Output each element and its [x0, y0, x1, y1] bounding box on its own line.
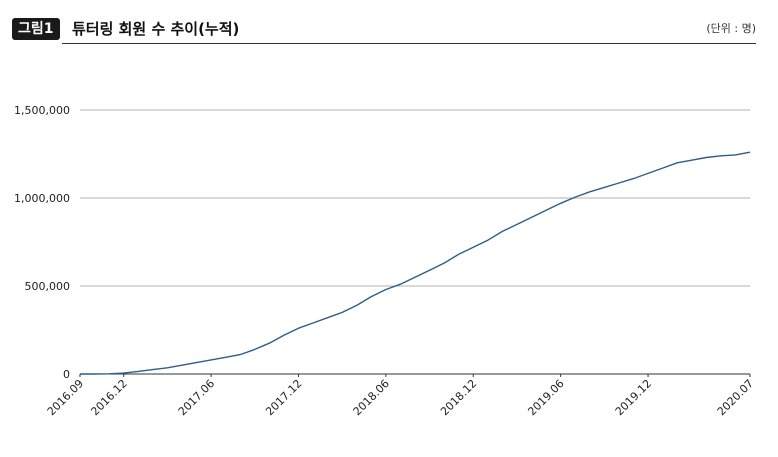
x-tick-label: 2016.09: [45, 377, 86, 418]
unit-label: (단위 : 명): [706, 22, 756, 35]
figure-label: 그림1: [12, 18, 60, 40]
x-tick-label: 2019.06: [525, 377, 566, 418]
header-divider: [62, 43, 756, 44]
x-tick-label: 2019.12: [613, 377, 654, 418]
x-tick-label: 2017.12: [263, 377, 304, 418]
figure-header: 그림1 튜터링 회원 수 추이(누적) (단위 : 명): [12, 16, 756, 44]
x-tick-label: 2020.07: [715, 377, 756, 418]
x-tick-label: 2016.12: [88, 377, 129, 418]
y-tick-label: 1,500,000: [14, 104, 70, 117]
y-tick-label: 1,000,000: [14, 192, 70, 205]
x-tick-label: 2017.06: [176, 377, 217, 418]
y-tick-label: 500,000: [25, 280, 71, 293]
y-tick-label: 0: [63, 368, 70, 381]
chart-title: 튜터링 회원 수 추이(누적): [72, 20, 240, 38]
x-tick-label: 2018.06: [351, 377, 392, 418]
x-tick-label: 2018.12: [438, 377, 479, 418]
series-line: [80, 151, 751, 375]
